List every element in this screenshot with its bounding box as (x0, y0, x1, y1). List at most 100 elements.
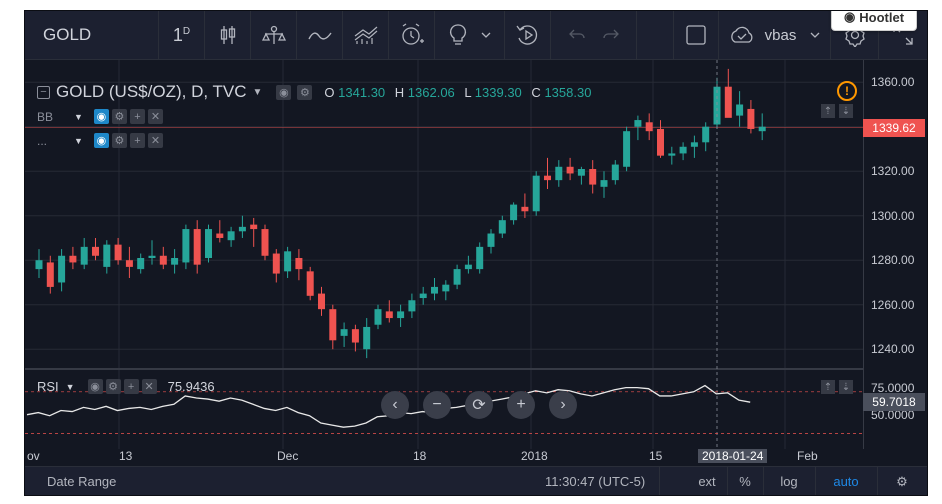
price-axis[interactable] (863, 60, 927, 449)
chart-style-button[interactable] (205, 11, 251, 59)
gear-icon[interactable]: ⚙ (111, 133, 127, 148)
scale-up-icon[interactable]: ⇡ (821, 104, 835, 118)
replay-button[interactable] (505, 11, 551, 59)
indicators-button[interactable] (297, 11, 343, 59)
open-label: O (324, 84, 335, 100)
warning-icon[interactable]: ! (837, 81, 857, 101)
price-tick: 1300.00 (871, 208, 915, 223)
clock-display[interactable]: 11:30:47 (UTC-5) (545, 467, 661, 495)
candle-body (374, 309, 382, 325)
price-tick: 1260.00 (871, 297, 915, 312)
candle-body (724, 86, 732, 118)
redo-icon[interactable] (601, 27, 621, 43)
chevron-down-icon[interactable]: ▼ (74, 135, 83, 146)
scroll-right-button[interactable]: › (549, 391, 577, 419)
eye-icon[interactable]: ◉ (93, 109, 109, 124)
scale-up-icon[interactable]: ⇡ (821, 380, 835, 394)
scale-down-icon[interactable]: ⇣ (839, 380, 853, 394)
templates-button[interactable] (343, 11, 389, 59)
chart-window: GOLD 1D (24, 10, 928, 496)
candle-body (137, 257, 145, 270)
candle-body (69, 255, 77, 263)
candle-body (510, 204, 518, 221)
zoom-in-button[interactable]: + (507, 391, 535, 419)
owl-icon: ◉ (843, 10, 856, 24)
eye-icon[interactable]: ◉ (87, 379, 103, 394)
ohlc-values: O 1341.30 H 1362.06 L 1339.30 C 1358.30 (324, 85, 597, 100)
cloud-check-icon (730, 26, 753, 43)
chevron-down-icon[interactable]: ▼ (65, 381, 75, 392)
candle-body (182, 229, 190, 263)
plus-icon[interactable]: + (129, 133, 145, 148)
zoom-out-button[interactable]: − (423, 391, 451, 419)
alert-button[interactable] (389, 11, 435, 59)
candle-body (713, 86, 721, 125)
chevron-down-icon (481, 32, 490, 38)
hootlet-badge[interactable]: ◉ Hootlet (831, 10, 917, 31)
rsi-legend: RSI ▼ ◉ ⚙ + ✕ 75.9436 (37, 379, 215, 394)
candle-body (272, 253, 280, 274)
undo-icon[interactable] (567, 27, 587, 43)
chevron-down-icon[interactable]: ▼ (252, 86, 263, 98)
scale-down-icon[interactable]: ⇣ (839, 104, 853, 118)
settings-button[interactable]: ⚙ (877, 467, 927, 495)
gear-icon[interactable]: ⚙ (111, 109, 127, 124)
hootlet-label: Hootlet (859, 10, 905, 25)
eye-icon[interactable]: ◉ (93, 133, 109, 148)
symbol-search-button[interactable]: GOLD (25, 11, 159, 59)
log-toggle[interactable]: log (763, 467, 816, 495)
candle-body (171, 257, 179, 265)
close-icon[interactable]: ✕ (147, 133, 163, 148)
templates-icon (354, 26, 377, 44)
percent-toggle[interactable]: % (727, 467, 764, 495)
cloud-save-button[interactable]: vbas (719, 11, 831, 59)
plus-icon[interactable]: + (123, 379, 139, 394)
candle-body (216, 233, 224, 238)
price-chart[interactable] (25, 60, 863, 449)
auto-toggle[interactable]: auto (815, 467, 878, 495)
script-label: vbas (764, 26, 797, 44)
gear-icon (844, 23, 865, 47)
rsi-label: RSI (37, 379, 59, 394)
candle-body (125, 260, 133, 267)
candle-body (385, 311, 393, 319)
ideas-button[interactable] (435, 11, 505, 59)
eye-icon[interactable]: ◉ (276, 84, 292, 100)
candle-body (80, 246, 88, 265)
gear-icon[interactable]: ⚙ (105, 379, 121, 394)
alarm-clock-icon (401, 23, 424, 45)
plus-icon[interactable]: + (129, 109, 145, 124)
replay-icon (515, 25, 537, 45)
gear-icon[interactable]: ⚙ (297, 84, 313, 100)
interval-button[interactable]: 1D (159, 11, 205, 59)
close-label: C (531, 84, 541, 100)
time-axis[interactable]: ov 13 Dec 18 2018 15 2018-01-24 Feb (25, 449, 863, 466)
auto-label: auto (833, 474, 859, 489)
compare-button[interactable] (251, 11, 297, 59)
candle-body (284, 251, 292, 272)
top-toolbar: GOLD 1D (25, 11, 927, 60)
fullscreen-toggle-button[interactable] (673, 11, 719, 59)
close-icon[interactable]: ✕ (147, 109, 163, 124)
close-icon[interactable]: ✕ (141, 379, 157, 394)
date-range-button[interactable]: Date Range (47, 467, 116, 495)
candle-body (690, 142, 698, 147)
collapse-icon[interactable]: − (37, 85, 50, 99)
time-tick: Feb (797, 449, 818, 463)
interval-value: 1 (172, 24, 183, 45)
candle-body (736, 104, 744, 116)
settings-button[interactable] (831, 11, 879, 59)
reset-button[interactable]: ⟳ (465, 391, 493, 419)
candle-body (555, 166, 563, 181)
rsi-current-badge: 59.7018 (863, 393, 925, 412)
ext-toggle[interactable]: ext (687, 467, 728, 495)
undo-redo-group (551, 11, 637, 59)
candle-body (363, 326, 371, 350)
candle-body (611, 164, 619, 181)
scroll-left-button[interactable]: ‹ (381, 391, 409, 419)
candle-body (657, 128, 664, 156)
candle-body (92, 246, 99, 256)
chevron-down-icon[interactable]: ▼ (74, 111, 83, 122)
candle-body (668, 153, 676, 156)
candle-body (521, 206, 529, 212)
